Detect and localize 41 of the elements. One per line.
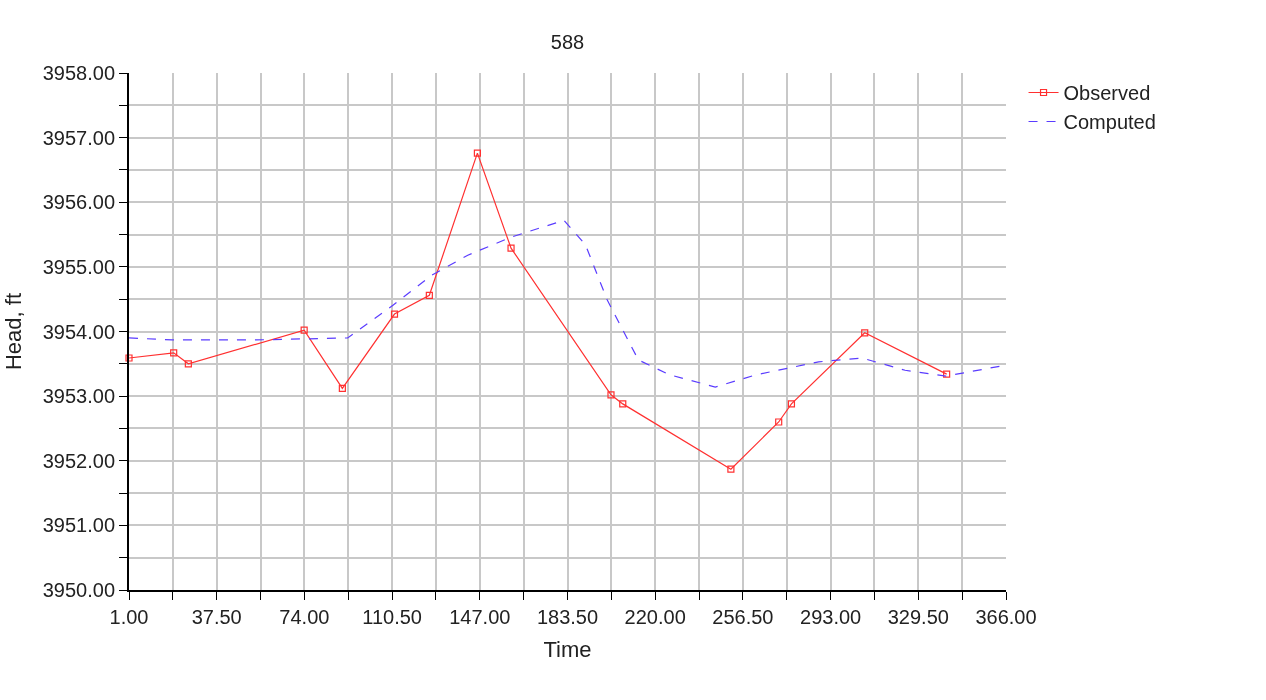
legend-label: Observed — [1063, 82, 1151, 105]
x-axis-title: Time — [543, 637, 592, 663]
x-tick-label: 1.00 — [109, 606, 149, 628]
point — [787, 400, 796, 408]
x-tick-label: 329.50 — [887, 606, 949, 628]
point — [727, 465, 735, 473]
y-tick-label: 3956.00 — [42, 191, 115, 214]
point — [507, 244, 515, 252]
point — [125, 354, 133, 362]
point — [619, 400, 627, 408]
x-tick-label: 74.00 — [279, 606, 330, 628]
y-tick-label: 3952.00 — [42, 449, 115, 472]
point — [425, 291, 433, 299]
y-tick-label: 3954.00 — [42, 320, 115, 343]
point — [390, 310, 399, 318]
y-tick-label: 3950.00 — [42, 579, 115, 601]
x-tick-label: 183.50 — [536, 606, 599, 628]
chart-title: 588 — [550, 31, 585, 53]
y-tick-label: 3953.00 — [42, 385, 115, 408]
x-tick-label: 110.50 — [362, 606, 422, 628]
y-tick-label: 3957.00 — [42, 126, 115, 149]
point — [775, 418, 783, 426]
point — [943, 370, 951, 378]
point — [184, 360, 192, 368]
y-tick-label: 3955.00 — [42, 255, 115, 278]
x-tick-label: 293.00 — [800, 606, 862, 628]
x-tick-label: 37.50 — [191, 606, 242, 628]
point — [300, 326, 308, 334]
point — [607, 391, 615, 399]
point — [473, 149, 481, 157]
y-tick-label: 3958.00 — [42, 62, 115, 84]
x-tick-label: 220.00 — [624, 606, 686, 628]
x-tick-label: 366.00 — [975, 606, 1037, 628]
point — [170, 349, 178, 357]
x-tick-label: 147.00 — [449, 606, 511, 628]
point — [338, 384, 346, 392]
y-tick-label: 3951.00 — [42, 514, 115, 537]
legend-label: Computed — [1063, 111, 1156, 134]
point — [861, 329, 869, 337]
y-axis-title: Head, ft — [1, 292, 26, 371]
x-tick-label: 256.50 — [712, 606, 774, 628]
